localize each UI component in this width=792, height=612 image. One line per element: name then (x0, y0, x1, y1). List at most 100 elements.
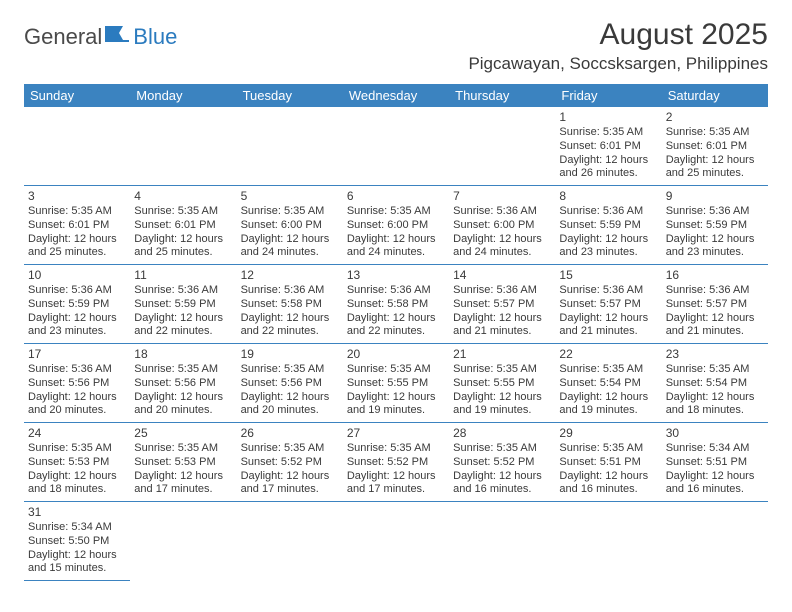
day-number: 20 (347, 347, 445, 362)
day-info-line: Sunset: 5:54 PM (559, 377, 657, 391)
logo: General Blue (24, 24, 177, 50)
day-info-line: Sunset: 5:51 PM (666, 456, 764, 470)
day-info-line: Sunrise: 5:36 AM (559, 284, 657, 298)
day-info-line: Sunset: 5:52 PM (241, 456, 339, 470)
day-info-line: Sunset: 6:01 PM (666, 140, 764, 154)
day-info-line: and 25 minutes. (134, 246, 232, 260)
day-cell: 13Sunrise: 5:36 AMSunset: 5:58 PMDayligh… (343, 265, 449, 344)
day-cell (130, 107, 236, 186)
day-info-line: Sunrise: 5:35 AM (559, 363, 657, 377)
header: General Blue August 2025 Pigcawayan, Soc… (24, 18, 768, 80)
day-info-line: Sunset: 5:59 PM (28, 298, 126, 312)
day-info-line: and 16 minutes. (666, 483, 764, 497)
day-cell (237, 107, 343, 186)
day-cell (449, 107, 555, 186)
day-cell (449, 502, 555, 581)
day-info-line: Daylight: 12 hours (453, 470, 551, 484)
day-info-line: Daylight: 12 hours (666, 154, 764, 168)
day-info-line: Sunset: 5:53 PM (28, 456, 126, 470)
logo-text1: General (24, 24, 102, 50)
day-info-line: Sunset: 6:00 PM (453, 219, 551, 233)
day-cell: 10Sunrise: 5:36 AMSunset: 5:59 PMDayligh… (24, 265, 130, 344)
dow-tuesday: Tuesday (237, 84, 343, 107)
day-info-line: Sunset: 5:52 PM (347, 456, 445, 470)
day-number: 1 (559, 110, 657, 125)
day-info-line: Daylight: 12 hours (241, 233, 339, 247)
day-cell: 29Sunrise: 5:35 AMSunset: 5:51 PMDayligh… (555, 423, 661, 502)
title-block: August 2025 Pigcawayan, Soccsksargen, Ph… (468, 18, 768, 80)
day-info-line: Daylight: 12 hours (241, 470, 339, 484)
day-number: 29 (559, 426, 657, 441)
day-cell: 16Sunrise: 5:36 AMSunset: 5:57 PMDayligh… (662, 265, 768, 344)
day-cell: 30Sunrise: 5:34 AMSunset: 5:51 PMDayligh… (662, 423, 768, 502)
day-info-line: Daylight: 12 hours (134, 233, 232, 247)
day-info-line: and 17 minutes. (134, 483, 232, 497)
dow-sunday: Sunday (24, 84, 130, 107)
day-info-line: Sunset: 5:53 PM (134, 456, 232, 470)
day-cell: 11Sunrise: 5:36 AMSunset: 5:59 PMDayligh… (130, 265, 236, 344)
day-info-line: Daylight: 12 hours (241, 391, 339, 405)
day-number: 7 (453, 189, 551, 204)
day-number: 25 (134, 426, 232, 441)
day-info-line: Sunrise: 5:34 AM (666, 442, 764, 456)
day-number: 30 (666, 426, 764, 441)
day-cell: 21Sunrise: 5:35 AMSunset: 5:55 PMDayligh… (449, 344, 555, 423)
calendar-table: Sunday Monday Tuesday Wednesday Thursday… (24, 84, 768, 581)
day-info-line: and 17 minutes. (241, 483, 339, 497)
day-info-line: Daylight: 12 hours (28, 470, 126, 484)
day-cell: 15Sunrise: 5:36 AMSunset: 5:57 PMDayligh… (555, 265, 661, 344)
dow-thursday: Thursday (449, 84, 555, 107)
day-info-line: and 19 minutes. (453, 404, 551, 418)
day-info-line: Daylight: 12 hours (347, 391, 445, 405)
day-info-line: Daylight: 12 hours (134, 470, 232, 484)
day-info-line: Sunrise: 5:36 AM (134, 284, 232, 298)
day-info-line: Sunset: 5:57 PM (453, 298, 551, 312)
day-number: 2 (666, 110, 764, 125)
day-cell: 23Sunrise: 5:35 AMSunset: 5:54 PMDayligh… (662, 344, 768, 423)
day-cell: 17Sunrise: 5:36 AMSunset: 5:56 PMDayligh… (24, 344, 130, 423)
day-info-line: Sunrise: 5:35 AM (347, 442, 445, 456)
day-info-line: Daylight: 12 hours (28, 391, 126, 405)
day-info-line: Sunrise: 5:34 AM (28, 521, 126, 535)
day-cell: 3Sunrise: 5:35 AMSunset: 6:01 PMDaylight… (24, 186, 130, 265)
dow-row: Sunday Monday Tuesday Wednesday Thursday… (24, 84, 768, 107)
day-info-line: Sunset: 6:00 PM (347, 219, 445, 233)
day-cell: 6Sunrise: 5:35 AMSunset: 6:00 PMDaylight… (343, 186, 449, 265)
day-info-line: and 16 minutes. (453, 483, 551, 497)
day-cell: 14Sunrise: 5:36 AMSunset: 5:57 PMDayligh… (449, 265, 555, 344)
day-info-line: Daylight: 12 hours (241, 312, 339, 326)
dow-wednesday: Wednesday (343, 84, 449, 107)
day-number: 12 (241, 268, 339, 283)
day-number: 15 (559, 268, 657, 283)
day-info-line: Sunset: 5:57 PM (559, 298, 657, 312)
day-cell: 8Sunrise: 5:36 AMSunset: 5:59 PMDaylight… (555, 186, 661, 265)
day-cell (130, 502, 236, 581)
day-number: 8 (559, 189, 657, 204)
day-info-line: and 22 minutes. (347, 325, 445, 339)
week-row: 1Sunrise: 5:35 AMSunset: 6:01 PMDaylight… (24, 107, 768, 186)
day-info-line: and 15 minutes. (28, 562, 126, 576)
day-info-line: Sunset: 5:57 PM (666, 298, 764, 312)
day-info-line: Sunset: 5:50 PM (28, 535, 126, 549)
day-info-line: Sunset: 5:58 PM (347, 298, 445, 312)
day-number: 10 (28, 268, 126, 283)
day-info-line: Sunset: 5:54 PM (666, 377, 764, 391)
day-info-line: Sunrise: 5:35 AM (134, 205, 232, 219)
day-number: 9 (666, 189, 764, 204)
day-info-line: and 20 minutes. (134, 404, 232, 418)
logo-text2: Blue (133, 24, 177, 50)
day-info-line: Sunrise: 5:36 AM (666, 205, 764, 219)
day-number: 18 (134, 347, 232, 362)
day-info-line: Daylight: 12 hours (347, 312, 445, 326)
day-cell (24, 107, 130, 186)
day-info-line: Sunrise: 5:36 AM (28, 284, 126, 298)
day-info-line: and 19 minutes. (559, 404, 657, 418)
day-info-line: Sunrise: 5:35 AM (453, 363, 551, 377)
day-number: 13 (347, 268, 445, 283)
week-row: 10Sunrise: 5:36 AMSunset: 5:59 PMDayligh… (24, 265, 768, 344)
day-cell: 20Sunrise: 5:35 AMSunset: 5:55 PMDayligh… (343, 344, 449, 423)
day-info-line: Daylight: 12 hours (666, 233, 764, 247)
day-cell: 31Sunrise: 5:34 AMSunset: 5:50 PMDayligh… (24, 502, 130, 581)
day-number: 28 (453, 426, 551, 441)
day-info-line: Daylight: 12 hours (28, 233, 126, 247)
